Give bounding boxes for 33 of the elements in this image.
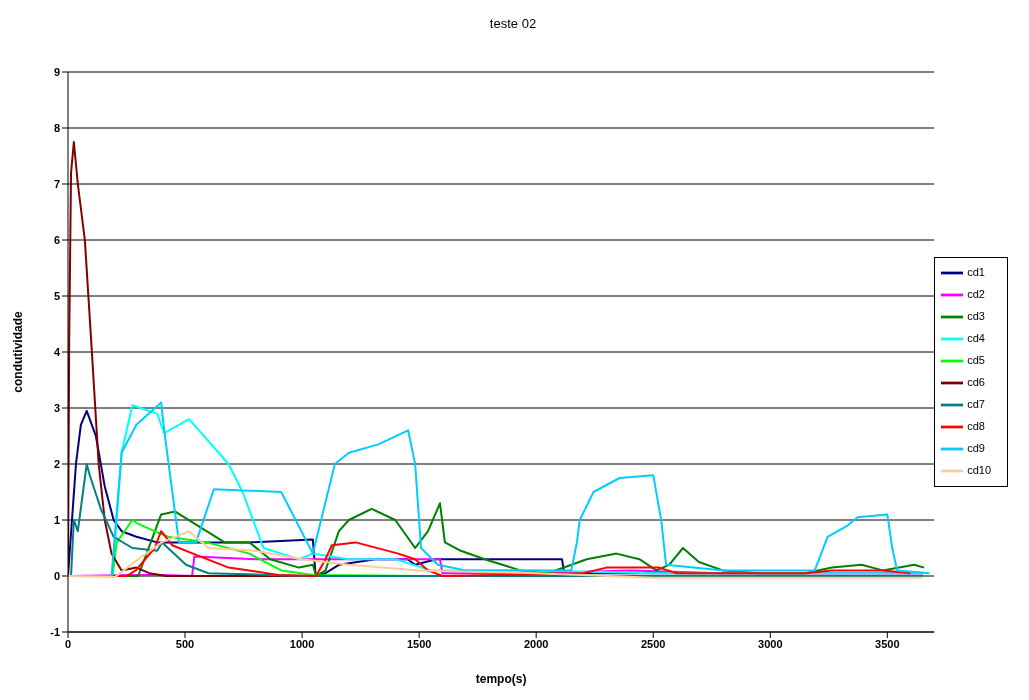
x-tick-label: 0 [64,637,72,650]
legend-label: cd7 [967,397,985,410]
x-axis-title: tempo(s) [475,671,527,686]
y-tick-label: 6 [53,233,60,246]
legend-label: cd2 [967,287,985,300]
y-tick-label: 2 [53,457,60,470]
x-tick-label: 1000 [289,637,315,650]
y-tick-label: 3 [53,401,60,414]
x-tick-label: 2000 [523,637,549,650]
y-tick-label: 7 [53,177,60,190]
x-tick-label: 3000 [758,637,783,650]
legend-label: cd8 [967,419,985,432]
legend-label: cd5 [967,353,985,366]
x-tick-label: 2500 [640,637,666,650]
y-axis-title: condutividade [11,311,26,393]
y-tick-label: 8 [53,121,60,134]
x-tick-label: 3500 [875,637,900,650]
y-tick-label: 1 [53,513,60,526]
y-tick-label: 4 [53,345,61,358]
legend-label: cd10 [967,463,991,476]
y-tick-label: 9 [53,65,60,78]
legend-label: cd9 [967,441,985,454]
y-tick-label: 0 [53,569,60,582]
line-series [68,463,924,577]
legend-label: cd4 [967,331,985,344]
y-tick-label: -1 [50,625,60,638]
x-tick-label: 1500 [406,637,432,650]
legend-label: cd3 [967,309,985,322]
y-tick-label: 5 [53,289,60,302]
x-tick-label: 500 [175,637,195,650]
chart-title: teste 02 [488,15,538,33]
legend-label: cd1 [967,265,985,278]
legend-label: cd6 [967,375,985,388]
